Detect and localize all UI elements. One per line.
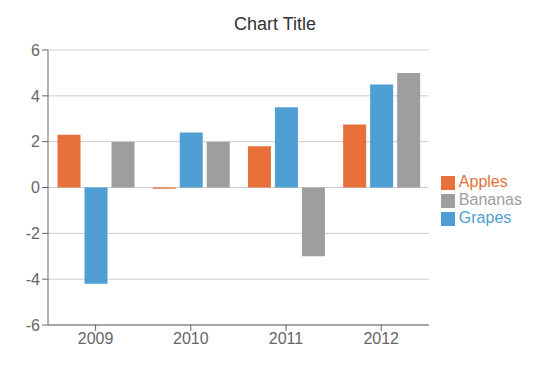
html-text:Grapes: Grapes (458, 209, 512, 226)
html-text:Chart Title: Chart Title (234, 14, 316, 34)
svg-text:2011: 2011 (269, 330, 304, 347)
svg-text:6: 6 (31, 42, 40, 59)
svg-text:0: 0 (31, 179, 40, 196)
svg-text:2010: 2010 (173, 330, 209, 347)
svg-text:-6: -6 (26, 317, 40, 334)
svg-text:-2: -2 (26, 225, 40, 242)
svg-text:-4: -4 (26, 271, 40, 288)
svg-text:2009: 2009 (78, 330, 114, 347)
html-text:Bananas: Bananas (458, 191, 522, 208)
html-text:Apples: Apples (458, 173, 508, 190)
svg-text:4: 4 (31, 88, 40, 105)
svg-text:2: 2 (31, 133, 40, 150)
svg-text:2012: 2012 (363, 330, 399, 347)
